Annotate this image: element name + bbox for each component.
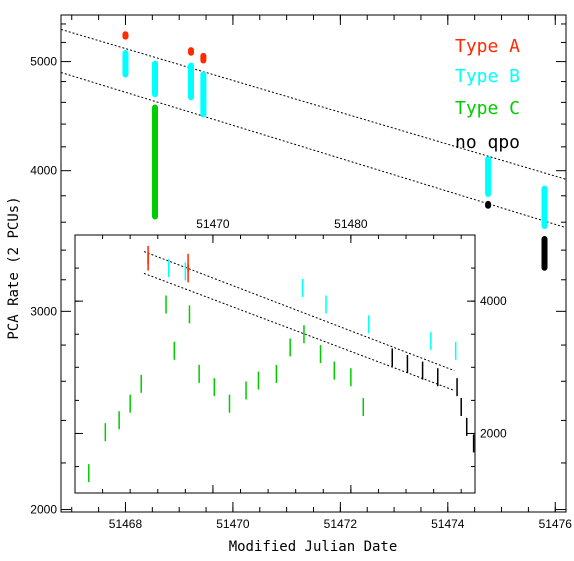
main-y-tick-label: 3000 (30, 304, 57, 318)
main-y-tick-label: 4000 (30, 164, 57, 178)
inset-point-type-c (188, 305, 191, 324)
main-point-cluster-type-b (122, 50, 129, 78)
inset-point-no-qpo (465, 417, 468, 436)
main-point-cluster-no-qpo (541, 235, 548, 271)
main-trend-line-1 (60, 71, 567, 229)
main-x-tick-label: 51470 (216, 517, 250, 531)
legend: Type A Type B Type C no qpo (455, 36, 520, 153)
inset-ticks: 51470 51480 2000 4000 (75, 217, 507, 493)
inset-point-type-b (368, 315, 370, 334)
inset-point-type-c (362, 398, 365, 416)
inset-point-type-c (289, 338, 291, 357)
legend-type-a: Type A (455, 36, 520, 57)
main-point-cluster-type-b (188, 62, 195, 101)
inset-point-type-c (213, 378, 216, 397)
inset-point-type-a (147, 252, 149, 271)
inset-point-type-c (140, 374, 142, 393)
inset-point-type-c (319, 345, 322, 364)
inset-point-no-qpo (460, 398, 462, 416)
inset-y-tick-label: 4000 (480, 294, 507, 308)
inset-point-type-c (257, 371, 260, 390)
inset-point-type-c (350, 368, 352, 387)
inset-point-no-qpo (472, 434, 475, 453)
main-x-tick-label: 51476 (539, 517, 573, 531)
inset-point-type-a (187, 264, 189, 283)
main-data-points (122, 31, 548, 271)
main-y-tick-label: 5000 (30, 55, 57, 69)
main-x-tick-label: 51468 (109, 517, 143, 531)
inset-plot-frame (74, 234, 476, 494)
inset-point-type-c (165, 295, 167, 314)
inset-point-no-qpo (456, 378, 458, 397)
inset-point-type-c (104, 423, 107, 442)
main-y-tick-label: 2000 (30, 503, 57, 517)
main-ticks: 51468 51470 51472 51474 51476 2000 3000 4000 500… (30, 15, 572, 531)
legend-no-qpo: no qpo (455, 132, 520, 153)
main-point-cluster-type-b (200, 71, 207, 118)
inset-point-type-c (198, 364, 200, 383)
inset-trend-line-1 (143, 272, 455, 391)
legend-type-c: Type C (455, 98, 520, 119)
inset-point-type-b (301, 278, 304, 297)
inset-point-type-b (454, 341, 457, 360)
inset-x-tick-label: 51470 (196, 217, 230, 231)
inset-point-type-b (184, 262, 187, 281)
inset-point-type-c (333, 361, 336, 380)
inset-point-type-c (228, 394, 231, 413)
main-point-cluster-type-c (152, 104, 159, 220)
inset-data-points (88, 245, 475, 483)
main-point-cluster-type-a (200, 52, 207, 64)
inset-point-no-qpo (437, 368, 439, 387)
main-x-tick-label: 51472 (324, 517, 358, 531)
main-point-cluster-type-b (541, 185, 548, 230)
inset-point-no-qpo (421, 361, 424, 380)
inset-point-type-c (129, 394, 131, 413)
inset-point-type-b (430, 331, 432, 350)
inset-point-type-b (325, 295, 327, 314)
inset-point-type-c (303, 325, 305, 344)
main-point-cluster-type-b (485, 156, 492, 198)
inset-trend-line-0 (143, 251, 455, 372)
x-axis-label: Modified Julian Date (229, 539, 398, 555)
inset-point-type-c (88, 464, 90, 483)
main-point-cluster-type-a (122, 31, 129, 40)
y-axis-label: PCA Rate (2 PCUs) (6, 196, 22, 339)
inset-point-type-a (187, 253, 189, 272)
legend-type-b: Type B (455, 66, 520, 87)
main-point-cluster-type-a (188, 47, 195, 56)
inset-point-type-c (245, 381, 247, 400)
main-point-cluster-type-b (152, 60, 159, 98)
main-point-cluster-no-qpo (485, 200, 492, 209)
main-trend-lines (60, 28, 567, 229)
inset-point-no-qpo (391, 348, 393, 367)
inset-y-tick-label: 2000 (480, 426, 507, 440)
inset-point-type-b (168, 259, 170, 278)
inset-point-no-qpo (406, 355, 409, 373)
inset-point-type-c (173, 341, 176, 360)
inset-x-tick-label: 51480 (334, 217, 368, 231)
main-x-tick-label: 51474 (431, 517, 465, 531)
inset-trend-lines (143, 251, 455, 391)
inset-point-type-c (275, 364, 278, 383)
inset-point-type-c (118, 411, 120, 430)
